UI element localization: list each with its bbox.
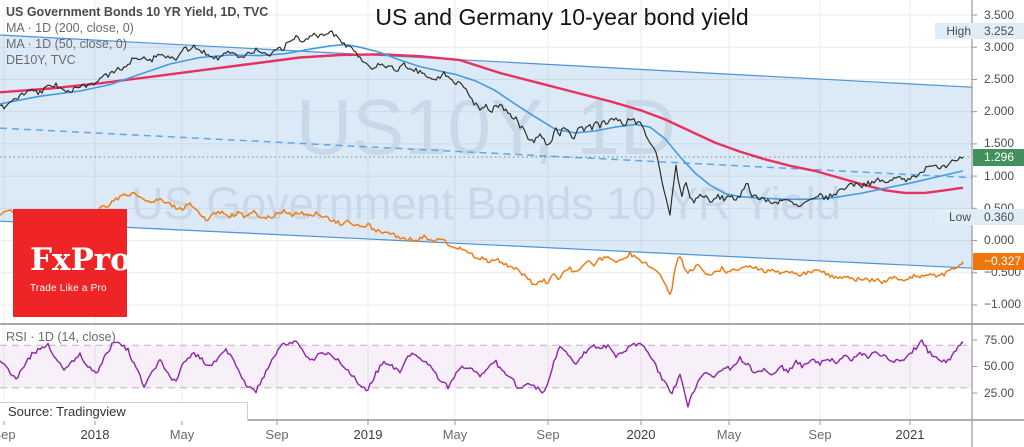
time-tick-label: May — [716, 427, 742, 442]
rsi-tick-label: 50.00 — [984, 359, 1015, 373]
price-tick-label: 3.000 — [984, 39, 1015, 54]
hl-value: 0.360 — [984, 210, 1015, 225]
price-low-label: Low 0.360 — [935, 209, 1024, 226]
series-ma200 — [0, 53, 964, 195]
legend-symbol-title[interactable]: US Government Bonds 10 YR Yield, 1D, TVC — [6, 5, 269, 19]
time-tick-label: 2021 — [895, 427, 925, 442]
price-tick-label: 3.500 — [984, 7, 1015, 22]
time-tick-label: Sep — [808, 427, 832, 442]
time-tick-label: Sep — [0, 427, 16, 442]
legend-ma200[interactable]: MA · 1D (200, close, 0) — [6, 21, 134, 35]
regression-channel-fill — [0, 35, 972, 269]
regression-channel-top — [0, 34, 973, 88]
time-tick-label: Sep — [536, 427, 560, 442]
rsi-band-fill — [0, 345, 972, 388]
rsi-tick-label: 25.00 — [984, 385, 1015, 400]
price-tick-label: 2.500 — [984, 71, 1015, 86]
fxpro-logo: FxPro Trade Like a Pro — [13, 209, 131, 317]
price-tick-label: −1.000 — [984, 297, 1022, 312]
series-rsi — [0, 339, 964, 408]
hl-text: Low — [948, 210, 971, 225]
legend-de10y[interactable]: DE10Y, TVC — [6, 53, 76, 67]
source-label: Source: Tradingview — [8, 404, 126, 419]
price-tick-label: 1.500 — [984, 136, 1015, 151]
series-de10y — [0, 191, 964, 296]
price-tick-label: 2.000 — [984, 104, 1015, 119]
time-tick-label: 2019 — [353, 427, 383, 442]
hl-value: 3.252 — [984, 23, 1015, 38]
chart-title: US and Germany 10-year bond yield — [375, 4, 749, 30]
last-price-badge: −0.327 — [973, 253, 1024, 271]
hl-text: High — [946, 23, 971, 38]
price-tick-label: 1.000 — [984, 168, 1015, 183]
legend-ma50[interactable]: MA · 1D (50, close, 0) — [6, 37, 127, 51]
rsi-legend[interactable]: RSI · 1D (14, close) — [6, 330, 116, 344]
time-tick-label: 2018 — [80, 427, 110, 442]
price-high-label: High 3.252 — [935, 22, 1024, 39]
regression-channel-bottom — [0, 220, 973, 269]
time-tick-label: May — [442, 427, 468, 442]
series-ma50 — [0, 43, 964, 201]
regression-channel-mid — [0, 127, 973, 179]
time-tick-label: May — [169, 427, 195, 442]
source-label-box: Source: Tradingview — [0, 402, 248, 421]
rsi-tick-label: 75.00 — [984, 332, 1015, 347]
time-axis[interactable]: Sep 2018 May Sep 2019 May Sep 2020 May Sep 2021 — [0, 420, 1024, 447]
fxpro-logo-tagline: Trade Like a Pro — [30, 283, 107, 294]
last-price-badge: 1.296 — [973, 148, 1024, 166]
time-tick-label: 2020 — [626, 427, 656, 442]
price-axis[interactable]: 3.500 3.000 2.500 2.000 1.500 1.000 0.500 0.000… — [935, 0, 1024, 447]
series-us10y — [0, 30, 964, 216]
symbol-legend[interactable]: US Government Bonds 10 YR Yield, 1D, TVC… — [6, 4, 268, 68]
time-tick-label: Sep — [265, 427, 289, 442]
price-tick-label: 0.000 — [984, 233, 1015, 248]
fxpro-logo-name: FxPro — [30, 242, 131, 278]
